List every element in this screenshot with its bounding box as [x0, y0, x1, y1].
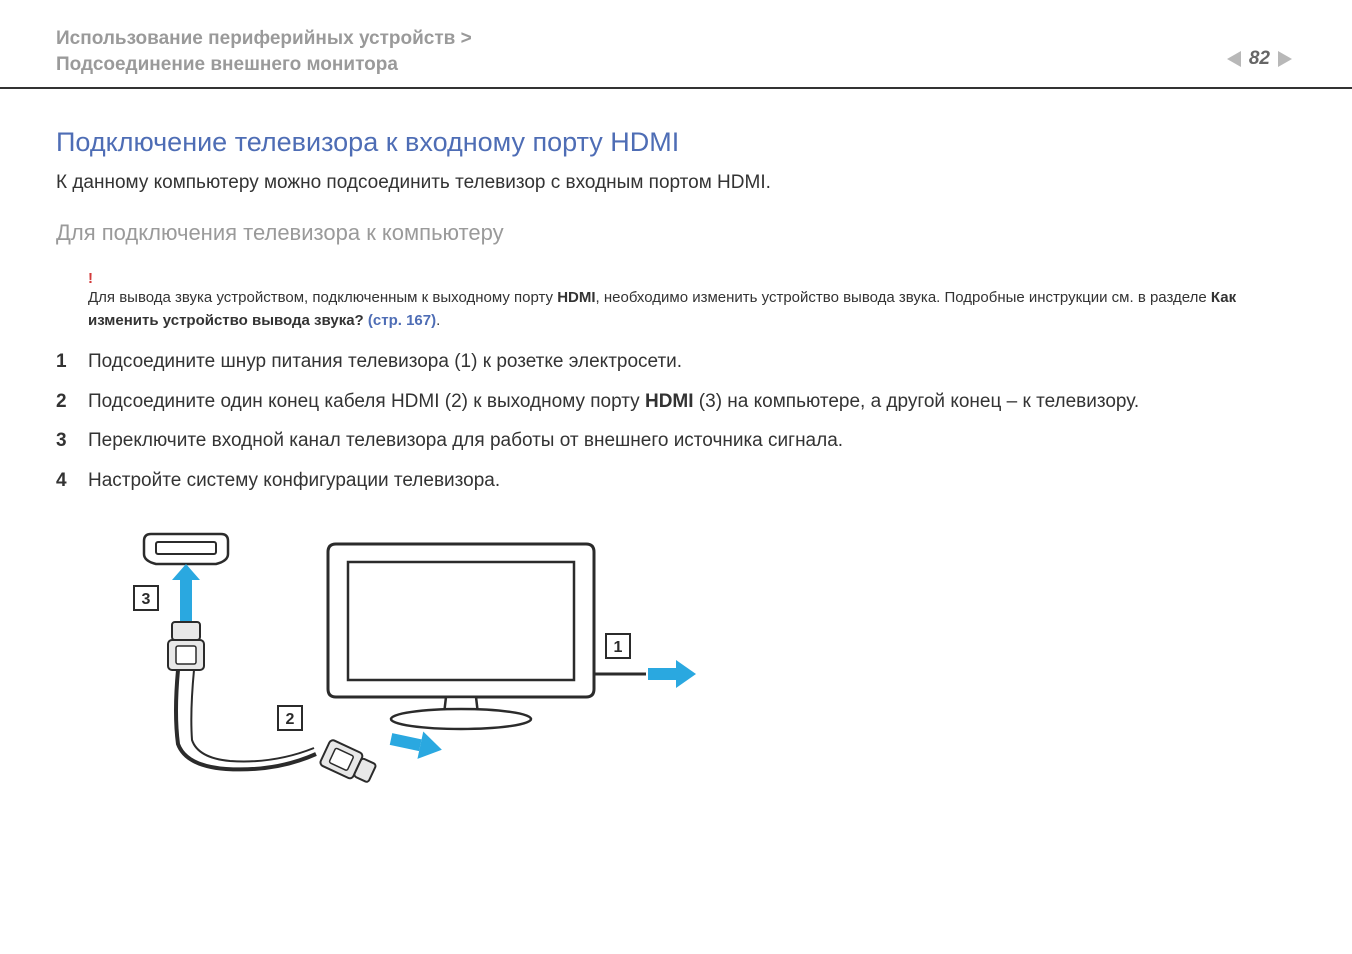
callout-2: 2	[278, 706, 302, 730]
hdmi-port-icon	[144, 534, 228, 564]
breadcrumb-line1: Использование периферийных устройств >	[56, 26, 472, 52]
page-nav: 82	[1227, 26, 1292, 70]
hdmi-connector2-icon	[319, 739, 378, 786]
arrow-power-icon	[648, 660, 696, 688]
svg-text:1: 1	[614, 639, 623, 656]
svg-text:3: 3	[142, 591, 151, 608]
header: Использование периферийных устройств > П…	[0, 0, 1352, 77]
page-number: 82	[1249, 48, 1270, 70]
step-3: Переключите входной канал телевизора для…	[56, 427, 1292, 455]
intro-paragraph: К данному компьютеру можно подсоединить …	[56, 172, 1292, 194]
step-1: Подсоедините шнур питания телевизора (1)…	[56, 348, 1292, 376]
prev-page-icon[interactable]	[1227, 51, 1241, 67]
hdmi-connector-icon	[168, 622, 316, 769]
svg-text:2: 2	[286, 711, 295, 728]
callout-1: 1	[606, 634, 630, 658]
breadcrumb-line2: Подсоединение внешнего монитора	[56, 52, 472, 78]
step-4: Настройте систему конфигурации телевизор…	[56, 467, 1292, 495]
next-page-icon[interactable]	[1278, 51, 1292, 67]
subheading: Для подключения телевизора к компьютеру	[56, 220, 1292, 246]
page-ref-link[interactable]: (стр. 167)	[364, 312, 436, 329]
callout-3: 3	[134, 586, 158, 610]
warning-mark: !	[88, 270, 1292, 287]
arrow-to-tv-icon	[388, 726, 445, 764]
steps-list: Подсоедините шнур питания телевизора (1)…	[56, 348, 1292, 494]
tv-icon	[328, 544, 594, 729]
connection-diagram: 3	[96, 514, 1292, 799]
breadcrumb: Использование периферийных устройств > П…	[56, 26, 472, 77]
page-title: Подключение телевизора к входному порту …	[56, 127, 1292, 158]
arrow-up-icon	[172, 564, 200, 622]
warning-note: ! Для вывода звука устройством, подключе…	[56, 270, 1292, 332]
content: Подключение телевизора к входному порту …	[0, 89, 1352, 799]
warning-text: Для вывода звука устройством, подключенн…	[88, 287, 1292, 332]
step-2: Подсоедините один конец кабеля HDMI (2) …	[56, 388, 1292, 416]
